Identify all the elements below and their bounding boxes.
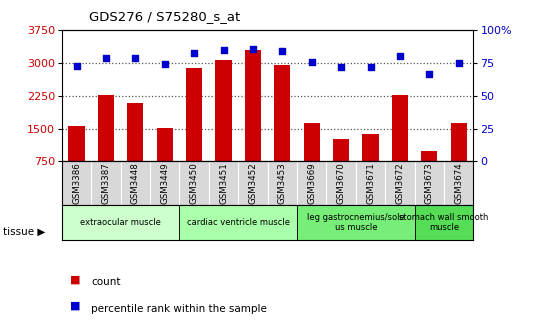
Point xyxy=(190,50,199,55)
Bar xyxy=(68,126,84,162)
Point xyxy=(131,55,140,60)
Text: ■: ■ xyxy=(70,301,81,311)
Text: ■: ■ xyxy=(70,274,81,284)
Bar xyxy=(451,123,467,162)
Text: percentile rank within the sample: percentile rank within the sample xyxy=(91,304,267,314)
Point xyxy=(160,62,169,67)
Bar xyxy=(303,123,320,162)
Bar xyxy=(216,59,232,162)
Text: GSM3671: GSM3671 xyxy=(366,163,375,204)
Bar xyxy=(421,152,437,162)
Point xyxy=(425,71,434,76)
Text: extraocular muscle: extraocular muscle xyxy=(80,218,161,227)
Text: GSM3448: GSM3448 xyxy=(131,163,140,204)
Point xyxy=(220,47,228,53)
Text: stomach wall smooth
muscle: stomach wall smooth muscle xyxy=(399,213,489,233)
Point xyxy=(72,63,81,68)
Bar xyxy=(274,65,291,162)
Text: GSM3672: GSM3672 xyxy=(395,163,405,204)
Bar xyxy=(128,103,144,162)
Text: GSM3669: GSM3669 xyxy=(307,163,316,204)
Text: GDS276 / S75280_s_at: GDS276 / S75280_s_at xyxy=(89,10,240,24)
Point xyxy=(337,64,345,70)
Bar xyxy=(297,205,415,240)
Bar xyxy=(333,139,349,162)
Bar xyxy=(415,205,473,240)
Point xyxy=(307,59,316,65)
Text: GSM3453: GSM3453 xyxy=(278,163,287,204)
Bar xyxy=(62,205,180,240)
Bar xyxy=(245,50,261,162)
Point xyxy=(366,64,375,70)
Bar xyxy=(363,134,379,162)
Point xyxy=(278,49,287,54)
Text: GSM3451: GSM3451 xyxy=(219,163,228,204)
Point xyxy=(455,60,463,66)
Bar xyxy=(186,68,202,162)
Bar xyxy=(157,128,173,162)
Text: tissue ▶: tissue ▶ xyxy=(3,227,45,237)
Text: GSM3452: GSM3452 xyxy=(249,163,258,204)
Point xyxy=(102,55,110,60)
Point xyxy=(249,46,257,51)
Text: count: count xyxy=(91,277,121,287)
Bar xyxy=(392,95,408,162)
Text: GSM3673: GSM3673 xyxy=(425,163,434,204)
Bar xyxy=(180,205,297,240)
Text: GSM3387: GSM3387 xyxy=(102,163,110,204)
Bar xyxy=(98,95,114,162)
Text: leg gastrocnemius/sole
us muscle: leg gastrocnemius/sole us muscle xyxy=(307,213,405,233)
Text: GSM3386: GSM3386 xyxy=(72,163,81,204)
Text: GSM3670: GSM3670 xyxy=(337,163,345,204)
Point xyxy=(395,54,404,59)
Text: GSM3449: GSM3449 xyxy=(160,163,169,204)
Text: cardiac ventricle muscle: cardiac ventricle muscle xyxy=(187,218,290,227)
Text: GSM3674: GSM3674 xyxy=(454,163,463,204)
Text: GSM3450: GSM3450 xyxy=(190,163,199,204)
